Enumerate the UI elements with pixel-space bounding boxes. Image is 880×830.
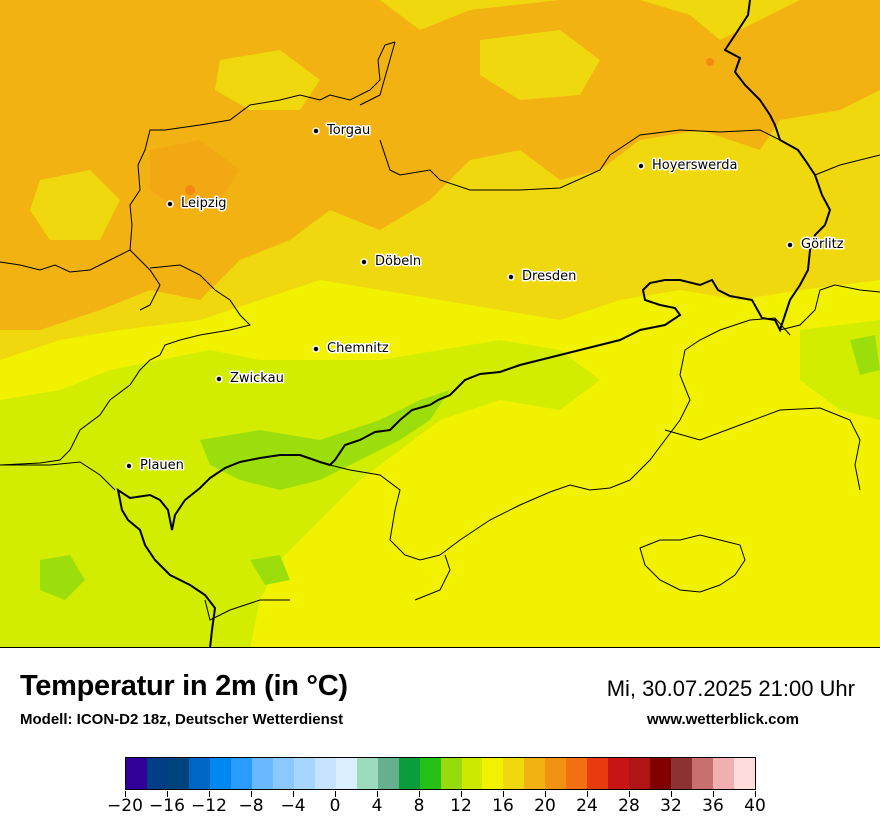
legend-swatch [377,758,399,789]
legend-swatch [524,758,546,789]
city-hoyerswerda: Hoyerswerda [637,157,739,175]
map-title: Temperatur in 2m (in °C) [20,670,348,702]
legend-swatch [272,758,294,789]
temperature-map: Torgau Hoyerswerda Leipzig Görlitz Döbel… [0,0,880,648]
legend-tick [545,791,546,797]
legend-tick [251,791,252,797]
legend-swatch [734,758,756,789]
legend-tick [713,791,714,797]
legend-tick-label: 40 [744,796,766,816]
legend-swatch [713,758,735,789]
legend-swatch [398,758,420,789]
city-chemnitz: Chemnitz [312,340,390,358]
city-label-chemnitz: Chemnitz [327,341,389,356]
legend-tick [125,791,126,797]
legend-tick [209,791,210,797]
state-border [116,0,832,648]
website-link[interactable]: www.wetterblick.com [647,711,799,728]
legend-swatch [503,758,525,789]
legend-tick [587,791,588,797]
city-dresden: Dresden [507,268,578,286]
legend-swatch [608,758,630,789]
city-label-zwickau: Zwickau [230,371,284,386]
city-label-torgau: Torgau [326,123,370,138]
city-label-doebeln: Döbeln [375,254,421,269]
legend-tick [419,791,420,797]
legend-tick-label: 36 [702,796,724,816]
city-goerlitz: Görlitz [786,236,845,254]
legend-swatch [293,758,315,789]
dark-yellow-patches [30,30,790,240]
legend-tick-label: −12 [191,796,227,816]
legend-tick [629,791,630,797]
legend-swatch [188,758,210,789]
legend-tick [293,791,294,797]
legend-swatch [146,758,168,789]
legend-tick [461,791,462,797]
legend-tick-label: 8 [413,796,425,816]
city-plauen: Plauen [125,457,185,475]
legend-tick-label: 4 [371,796,383,816]
legend-tick-label: −8 [238,796,264,816]
legend-tick-label: 0 [329,796,341,816]
forecast-datetime: Mi, 30.07.2025 21:00 Uhr [606,676,855,701]
legend-tick-label: 24 [576,796,598,816]
legend-swatch [356,758,378,789]
legend-swatch [126,758,147,789]
city-doebeln: Döbeln [360,253,423,271]
city-label-hoyerswerda: Hoyerswerda [652,158,738,173]
legend-tick-label: 28 [618,796,640,816]
city-label-plauen: Plauen [140,458,184,473]
legend-swatch [566,758,588,789]
legend-swatch [167,758,189,789]
legend-tick-label: 16 [492,796,514,816]
legend-tick-label: −16 [149,796,185,816]
city-torgau: Torgau [312,122,372,140]
city-leipzig: Leipzig [166,195,228,213]
legend-swatch [650,758,672,789]
legend-swatch [629,758,651,789]
legend-tick [167,791,168,797]
legend-swatch [461,758,483,789]
legend-tick-label: 12 [450,796,472,816]
footer: Temperatur in 2m (in °C) Modell: ICON-D2… [0,648,880,830]
legend-tick-label: 20 [534,796,556,816]
legend-tick [671,791,672,797]
legend-tick-label: −20 [107,796,143,816]
legend-swatch [440,758,462,789]
city-zwickau: Zwickau [215,370,285,388]
legend-tick [503,791,504,797]
legend-tick [335,791,336,797]
model-subtitle: Modell: ICON-D2 18z, Deutscher Wetterdie… [20,711,344,728]
legend-swatch [692,758,714,789]
city-label-dresden: Dresden [522,269,576,284]
green-temperature-zone [40,335,880,600]
legend-swatch [230,758,252,789]
legend-tick-label: 32 [660,796,682,816]
legend-tick [755,791,756,797]
legend-tick-label: −4 [280,796,306,816]
legend-swatch [671,758,693,789]
legend-swatch [545,758,567,789]
legend-ticks: −20 −16 −12 −8 −4 0 4 8 12 16 20 24 28 32 36 40 [107,791,766,821]
map-canvas: Torgau Hoyerswerda Leipzig Görlitz Döbel… [0,0,880,648]
legend-swatch [209,758,231,789]
legend-swatch [587,758,609,789]
hot-spots [185,58,714,195]
city-label-leipzig: Leipzig [181,196,227,211]
legend-tick [377,791,378,797]
legend-swatch [482,758,504,789]
color-legend [125,757,756,790]
legend-swatch [314,758,336,789]
district-borders [0,41,880,621]
legend-swatch [251,758,273,789]
city-label-goerlitz: Görlitz [801,237,844,252]
legend-swatch [335,758,357,789]
city-markers: Torgau Hoyerswerda Leipzig Görlitz Döbel… [125,122,845,475]
legend-swatch [419,758,441,789]
